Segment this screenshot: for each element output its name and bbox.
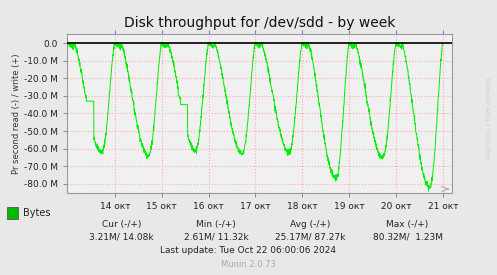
Text: Avg (-/+): Avg (-/+) [290,220,331,229]
Title: Disk throughput for /dev/sdd - by week: Disk throughput for /dev/sdd - by week [124,16,396,31]
Text: 25.17M/ 87.27k: 25.17M/ 87.27k [275,232,346,241]
Text: Min (-/+): Min (-/+) [196,220,236,229]
Text: 80.32M/  1.23M: 80.32M/ 1.23M [373,232,442,241]
Text: Cur (-/+): Cur (-/+) [102,220,142,229]
Text: Bytes: Bytes [23,208,51,218]
Text: Max (-/+): Max (-/+) [386,220,429,229]
Text: Munin 2.0.73: Munin 2.0.73 [221,260,276,269]
Y-axis label: Pr second read (-) / write (+): Pr second read (-) / write (+) [12,53,21,174]
Text: 2.61M/ 11.32k: 2.61M/ 11.32k [184,232,248,241]
Text: RRDTOOL / TOBI OETIKER: RRDTOOL / TOBI OETIKER [486,77,491,158]
Text: Last update: Tue Oct 22 06:00:06 2024: Last update: Tue Oct 22 06:00:06 2024 [161,246,336,255]
Text: 3.21M/ 14.08k: 3.21M/ 14.08k [89,232,154,241]
